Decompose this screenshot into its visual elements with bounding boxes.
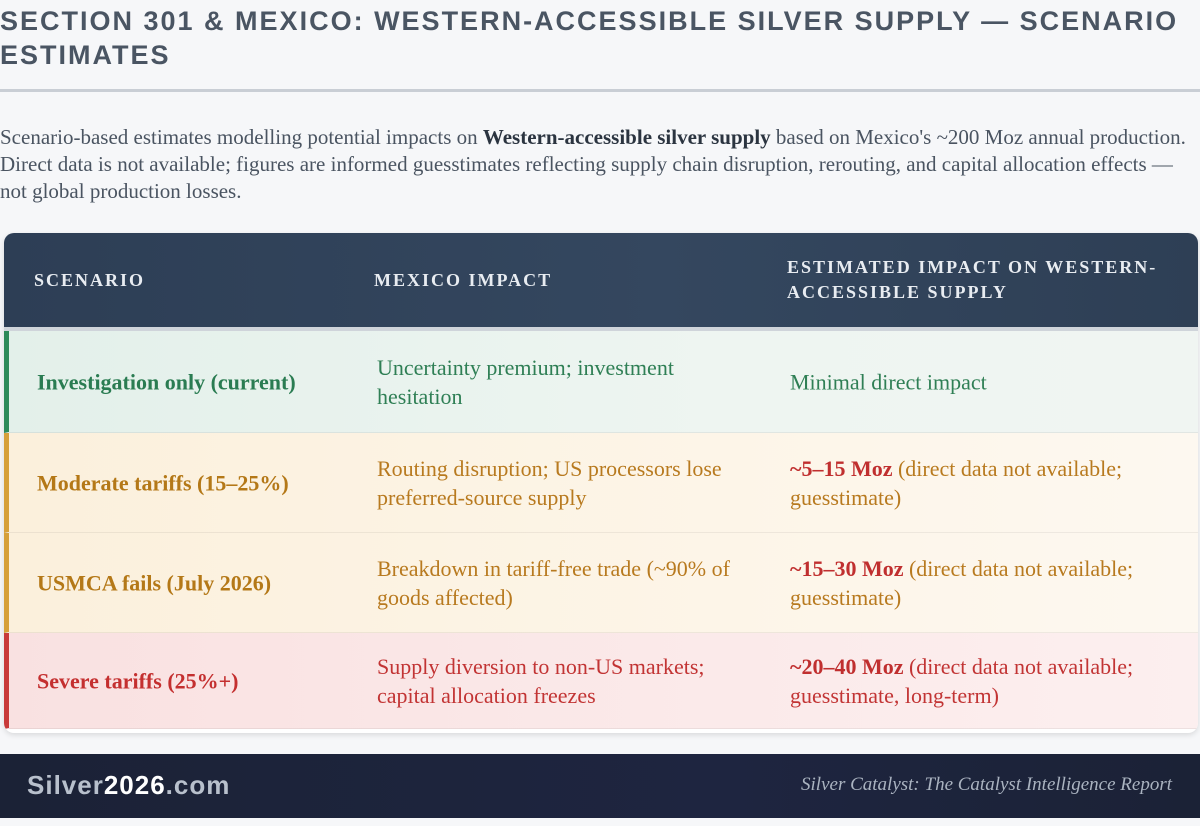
header-estimated-impact: ESTIMATED IMPACT ON WESTERN-ACCESSIBLE S… (787, 257, 1158, 302)
estimate-note: Minimal direct impact (790, 369, 987, 394)
intro-text-after: based on Mexico's ~200 Moz annual produc… (0, 125, 1186, 203)
site-brand: Silver2026.com (27, 770, 230, 801)
estimated-impact-cell: ~5–15 Moz (direct data not available; gu… (790, 454, 1185, 512)
report-footer: Silver2026.com Silver Catalyst: The Cata… (0, 754, 1200, 818)
header-mexico-impact: MEXICO IMPACT (374, 269, 553, 290)
report-header: SECTION 301 & MEXICO: WESTERN-ACCESSIBLE… (0, 0, 1200, 90)
table-row-moderate-tariffs: Moderate tariffs (15–25%) Routing disrup… (4, 433, 1198, 533)
table-row-usmca-fails: USMCA fails (July 2026) Breakdown in tar… (4, 533, 1198, 633)
table-header-row: SCENARIO MEXICO IMPACT ESTIMATED IMPACT … (4, 233, 1198, 331)
estimate-value: ~5–15 Moz (790, 455, 893, 481)
scenario-cell: USMCA fails (July 2026) (37, 570, 272, 595)
brand-prefix: Silver (27, 770, 104, 800)
mexico-impact-cell: Uncertainty premium; investment hesitati… (377, 354, 674, 409)
scenario-cell: Moderate tariffs (15–25%) (37, 470, 289, 495)
mexico-impact-cell: Breakdown in tariff-free trade (~90% of … (377, 555, 730, 610)
header-scenario: SCENARIO (34, 269, 146, 290)
estimate-note: (direct data not available; guesstimate) (790, 555, 1134, 610)
estimate-note: (direct data not available; guesstimate,… (790, 653, 1134, 708)
estimated-impact-cell: Minimal direct impact (790, 367, 1185, 396)
brand-suffix: .com (165, 770, 231, 800)
header-divider (0, 89, 1200, 92)
estimated-impact-cell: ~20–40 Moz (direct data not available; g… (790, 652, 1185, 710)
footer-tagline: Silver Catalyst: The Catalyst Intelligen… (801, 774, 1172, 795)
estimate-value: ~15–30 Moz (790, 555, 904, 581)
page-title: SECTION 301 & MEXICO: WESTERN-ACCESSIBLE… (0, 6, 1179, 70)
table-row-investigation: Investigation only (current) Uncertainty… (4, 331, 1198, 433)
estimated-impact-cell: ~15–30 Moz (direct data not available; g… (790, 554, 1185, 612)
table-row-severe-tariffs: Severe tariffs (25%+) Supply diversion t… (4, 633, 1198, 729)
estimate-value: ~20–40 Moz (790, 653, 904, 679)
mexico-impact-cell: Routing disruption; US processors lose p… (377, 455, 722, 510)
intro-paragraph: Scenario-based estimates modelling poten… (0, 124, 1195, 205)
estimate-note: (direct data not available; guesstimate) (790, 455, 1123, 510)
intro-text-before: Scenario-based estimates modelling poten… (0, 125, 483, 149)
brand-accent: 2026 (103, 770, 166, 800)
scenario-table: SCENARIO MEXICO IMPACT ESTIMATED IMPACT … (4, 233, 1198, 733)
mexico-impact-cell: Supply diversion to non-US markets; capi… (377, 653, 705, 708)
scenario-cell: Severe tariffs (25%+) (37, 668, 239, 693)
scenario-cell: Investigation only (current) (37, 369, 296, 394)
intro-text-bold: Western-accessible silver supply (482, 125, 771, 149)
